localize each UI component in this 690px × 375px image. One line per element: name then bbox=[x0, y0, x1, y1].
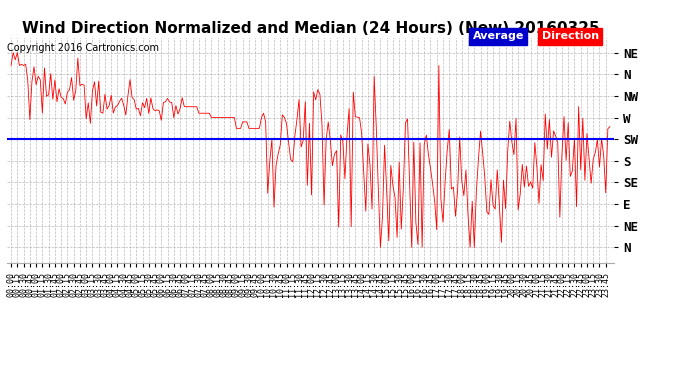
Text: Copyright 2016 Cartronics.com: Copyright 2016 Cartronics.com bbox=[7, 43, 159, 52]
Title: Wind Direction Normalized and Median (24 Hours) (New) 20160325: Wind Direction Normalized and Median (24… bbox=[21, 21, 600, 36]
Text: Direction: Direction bbox=[542, 32, 599, 41]
Text: Average: Average bbox=[473, 32, 524, 41]
